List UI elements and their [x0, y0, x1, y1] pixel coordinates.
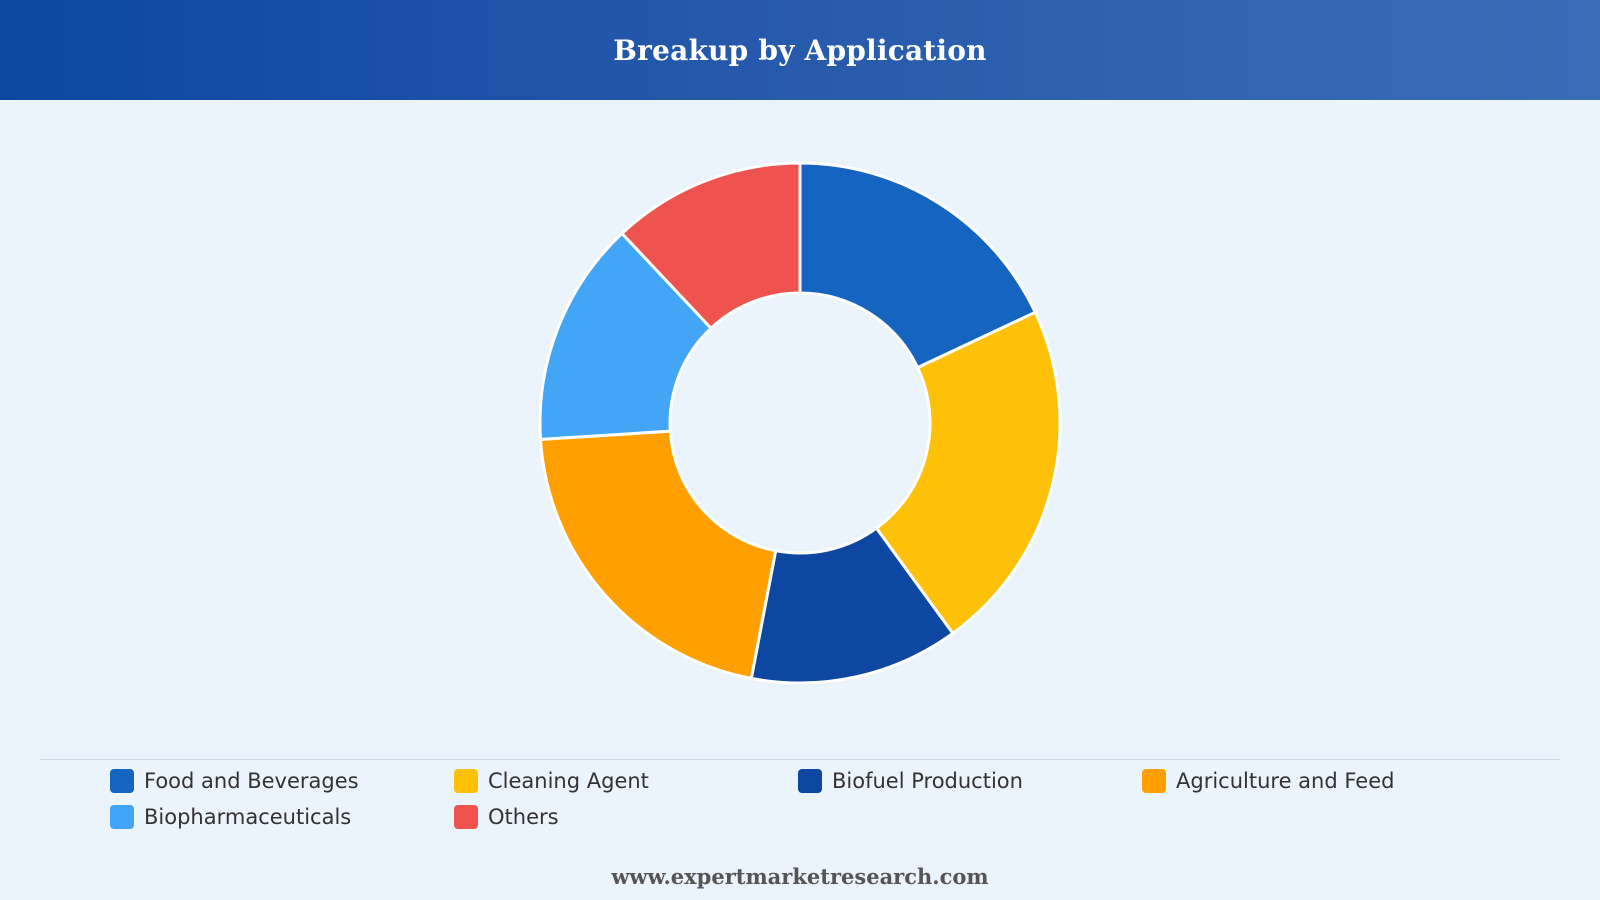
donut-chart	[538, 161, 1062, 685]
donut-slice-food-and-beverages[interactable]	[798, 161, 1037, 370]
chart-title: Breakup by Application	[613, 33, 987, 67]
donut-slice-others[interactable]	[620, 161, 802, 330]
donut-slice-biopharmaceuticals[interactable]	[538, 231, 713, 441]
legend-swatch	[110, 805, 134, 829]
legend-item-agriculture-and-feed[interactable]: Agriculture and Feed	[1142, 769, 1486, 793]
legend-swatch	[454, 769, 478, 793]
chart-legend: Food and Beverages Cleaning Agent Biofuel …	[110, 769, 1510, 829]
legend-label: Biopharmaceuticals	[144, 805, 352, 829]
legend-item-cleaning-agent[interactable]: Cleaning Agent	[454, 769, 798, 793]
legend-swatch	[798, 769, 822, 793]
donut-slice-cleaning-agent[interactable]	[874, 310, 1062, 635]
footer-url: www.expertmarketresearch.com	[611, 864, 989, 889]
legend-swatch	[1142, 769, 1166, 793]
legend-swatch	[110, 769, 134, 793]
legend-item-biofuel-production[interactable]: Biofuel Production	[798, 769, 1142, 793]
legend-divider	[40, 759, 1560, 760]
legend-item-others[interactable]: Others	[454, 805, 798, 829]
legend-label: Biofuel Production	[832, 769, 1023, 793]
donut-slice-agriculture-and-feed[interactable]	[539, 429, 778, 680]
legend-swatch	[454, 805, 478, 829]
legend-item-biopharmaceuticals[interactable]: Biopharmaceuticals	[110, 805, 454, 829]
legend-label: Agriculture and Feed	[1176, 769, 1395, 793]
legend-label: Others	[488, 805, 559, 829]
legend-label: Cleaning Agent	[488, 769, 649, 793]
legend-item-food-and-beverages[interactable]: Food and Beverages	[110, 769, 454, 793]
legend-label: Food and Beverages	[144, 769, 359, 793]
header-banner: Breakup by Application	[0, 0, 1600, 100]
chart-area	[0, 100, 1600, 750]
